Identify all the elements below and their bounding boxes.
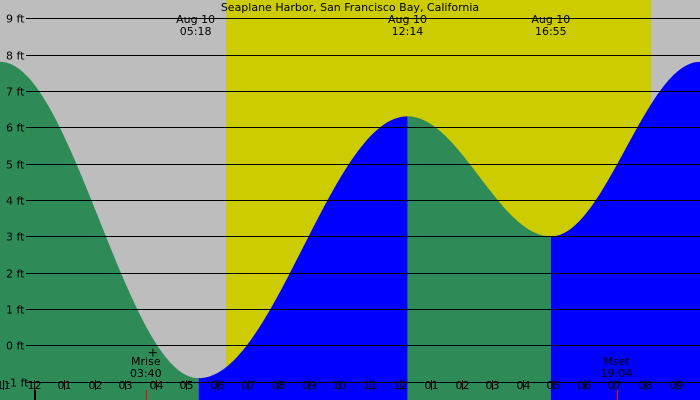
x-tick-label: 09 (303, 379, 317, 392)
x-tick-label: 06 (578, 379, 592, 392)
y-tick-label: -1 ft (6, 377, 29, 390)
x-tick-label: 12 (28, 379, 42, 392)
x-axis-labels: 11 12 01 02 03 04 05 06 07 08 09 10 11 12 01 02 03 04 05 06… (0, 379, 684, 392)
x-tick-label: 06 (211, 379, 225, 392)
tide-event-time: 05:18 (180, 25, 212, 38)
moon-event-time: 19:04 (601, 367, 633, 380)
moon-event-label: Mset (603, 355, 630, 368)
tide-event-date: Aug 10 (176, 13, 215, 26)
x-tick-label: 05 (547, 379, 561, 392)
moon-event-time: 03:40 (130, 367, 162, 380)
y-tick-label: 0 ft (6, 340, 25, 353)
y-tick-label: 3 ft (6, 231, 25, 244)
midnight-marker (34, 390, 36, 400)
y-tick-label: 6 ft (6, 122, 25, 135)
moon-event-label: Mrise (131, 355, 161, 368)
y-tick-label: 8 ft (6, 50, 25, 63)
y-tick-label: 5 ft (6, 159, 25, 172)
x-tick-label: 04 (150, 379, 164, 392)
x-tick-label: 03 (119, 379, 133, 392)
tide-event-date: Aug 10 (388, 13, 427, 26)
x-tick-label: 03 (486, 379, 500, 392)
rising-tide-area (198, 116, 408, 400)
x-tick-label: 05 (180, 379, 194, 392)
x-tick-label: 11 (0, 379, 11, 392)
grid-lines (26, 18, 700, 383)
y-tick-label: 7 ft (6, 86, 25, 99)
falling-tide-area (0, 61, 199, 400)
x-tick-label: 07 (242, 379, 256, 392)
x-tick-label: 12 (394, 379, 408, 392)
x-tick-label: 08 (639, 379, 653, 392)
x-tick-label: 08 (272, 379, 286, 392)
tide-event-time: 12:14 (392, 25, 424, 38)
tide-event-date: Aug 10 (531, 13, 570, 26)
tide-areas (0, 61, 700, 400)
rising-tide-area (550, 61, 700, 400)
y-tick-label: 9 ft (6, 13, 25, 26)
y-axis-labels: 9 ft 8 ft 7 ft 6 ft 5 ft 4 ft 3 ft 2 ft 1 ft 0 ft… (6, 13, 29, 390)
x-tick-label: 07 (608, 379, 622, 392)
x-tick-label: 04 (517, 379, 531, 392)
x-tick-label: 02 (89, 379, 103, 392)
x-tick-label: 10 (333, 379, 347, 392)
x-tick-label: 01 (425, 379, 439, 392)
x-tick-label: 09 (670, 379, 684, 392)
y-tick-label: 2 ft (6, 268, 25, 281)
x-tick-label: 11 (364, 379, 378, 392)
moon-marker (148, 348, 157, 357)
x-tick-label: 01 (58, 379, 72, 392)
y-tick-label: 1 ft (6, 304, 25, 317)
tide-event-time: 16:55 (535, 25, 567, 38)
y-tick-label: 4 ft (6, 195, 25, 208)
x-axis-ticks (3, 380, 677, 400)
x-tick-label: 02 (456, 379, 470, 392)
chart-title: Seaplane Harbor, San Francisco Bay, Cali… (221, 1, 479, 14)
falling-tide-area (407, 116, 551, 400)
